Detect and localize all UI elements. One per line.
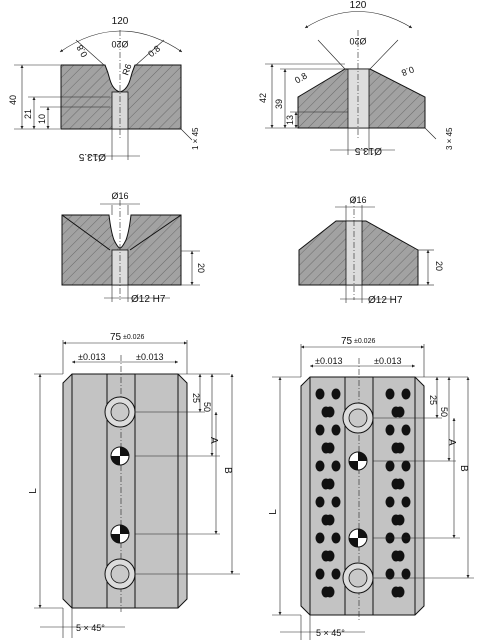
chamfer-label: 5 × 45° (76, 623, 105, 633)
dim-50-label: 50 (439, 407, 449, 417)
offset-left-label: ±0.013 (78, 352, 105, 362)
dim-a-label: A (208, 437, 219, 444)
height-low-label: 10 (37, 114, 47, 124)
offset-right-label: ±0.013 (136, 352, 163, 362)
pocket-dot (315, 496, 325, 508)
pocket-dot (325, 442, 335, 454)
pocket-dot (401, 388, 411, 400)
bore-top-label: Ø20 (111, 39, 128, 49)
dim-25-label: 25 (428, 395, 438, 405)
bore-bottom-label: Ø12 H7 (368, 295, 403, 306)
bore-top-label: Ø16 (349, 195, 366, 205)
pocket-dot (331, 532, 341, 544)
pocket-dot (395, 550, 405, 562)
section-b-bore (347, 68, 370, 129)
pocket-dot (401, 424, 411, 436)
pocket-dot (315, 532, 325, 544)
pocket-dot (401, 568, 411, 580)
pocket-dot (325, 478, 335, 490)
pocket-dot (401, 496, 411, 508)
pocket-dot (395, 478, 405, 490)
pocket-dot (315, 388, 325, 400)
height-mid-label: 21 (23, 109, 33, 119)
width-tol-label: ±0.026 (354, 338, 375, 345)
center-mark-icon (110, 446, 130, 466)
angle-label: 120 (350, 0, 367, 11)
height-mid-label: 39 (274, 99, 284, 109)
plate-right: 75 ±0.026 ±0.013 ±0.013 25 50 A B L 5 × … (268, 336, 474, 640)
corner-chamfer-label: 1 × 45 (191, 127, 200, 150)
center-mark-icon (348, 528, 368, 548)
pocket-dot (325, 406, 335, 418)
chamfer-label: 5 × 45° (316, 628, 345, 638)
lubricant-pockets (315, 388, 411, 598)
pocket-dot (325, 514, 335, 526)
bore-top-label: Ø16 (111, 191, 128, 201)
radius-label: R6 (120, 62, 133, 76)
pocket-dot (385, 460, 395, 472)
pocket-dot (315, 424, 325, 436)
bore-bottom-label: Ø13.5 (78, 151, 106, 162)
section-view-b: 120 Ø20 0.8 0.8 42 39 13 Ø13.5 3 × 45 (258, 0, 454, 156)
plate-left: 75 ±0.026 ±0.013 ±0.013 25 50 A B L 5 × … (28, 332, 240, 638)
chamfer-left-label: 0.8 (293, 71, 309, 86)
pocket-dot (395, 406, 405, 418)
offset-left-label: ±0.013 (315, 356, 342, 366)
dim-l-label: L (28, 488, 39, 494)
pocket-dot (395, 586, 405, 598)
bore-bottom-label: Ø13.5 (354, 145, 382, 156)
height-label: 20 (196, 263, 206, 273)
pocket-dot (315, 460, 325, 472)
dim-50-label: 50 (202, 402, 212, 412)
bore-top-label: Ø20 (349, 36, 366, 46)
section-view-c: Ø16 20 Ø12 H7 (61, 191, 206, 305)
height-label: 20 (434, 261, 444, 271)
pocket-dot (325, 550, 335, 562)
pocket-dot (385, 568, 395, 580)
dim-25-label: 25 (191, 393, 201, 403)
dim-b-label: B (222, 467, 233, 474)
dim-b-label: B (458, 465, 469, 472)
pocket-dot (401, 460, 411, 472)
height-total-label: 42 (258, 93, 268, 103)
pocket-dot (331, 568, 341, 580)
pocket-dot (385, 496, 395, 508)
section-view-d: Ø16 20 Ø12 H7 (298, 195, 444, 306)
height-low-label: 13 (285, 115, 295, 125)
pocket-dot (325, 586, 335, 598)
chamfer-right-label: 0.8 (146, 43, 162, 59)
bore-bottom-label: Ø12 H7 (131, 294, 166, 305)
chamfer-left-label: 0.8 (75, 43, 90, 59)
height-total-label: 40 (8, 95, 18, 105)
corner-chamfer-label: 3 × 45 (445, 127, 454, 150)
pocket-dot (331, 424, 341, 436)
width-label: 75 (110, 332, 122, 343)
width-tol-label: ±0.026 (123, 334, 144, 341)
pocket-dot (315, 568, 325, 580)
pocket-dot (331, 388, 341, 400)
center-mark-icon (110, 524, 130, 544)
pocket-dot (385, 388, 395, 400)
pocket-dot (331, 496, 341, 508)
chamfer-right-label: 0.8 (400, 64, 415, 78)
section-view-a: 120 Ø20 0.8 0.8 R6 40 21 10 Ø13.5 1 × 45 (8, 16, 200, 162)
pocket-dot (385, 424, 395, 436)
dim-a-label: A (446, 439, 457, 446)
pocket-dot (395, 442, 405, 454)
pocket-dot (331, 460, 341, 472)
dim-l-label: L (268, 509, 279, 515)
center-mark-icon (348, 451, 368, 471)
offset-right-label: ±0.013 (374, 356, 401, 366)
width-label: 75 (341, 336, 353, 347)
angle-label: 120 (112, 16, 129, 27)
pocket-dot (395, 514, 405, 526)
